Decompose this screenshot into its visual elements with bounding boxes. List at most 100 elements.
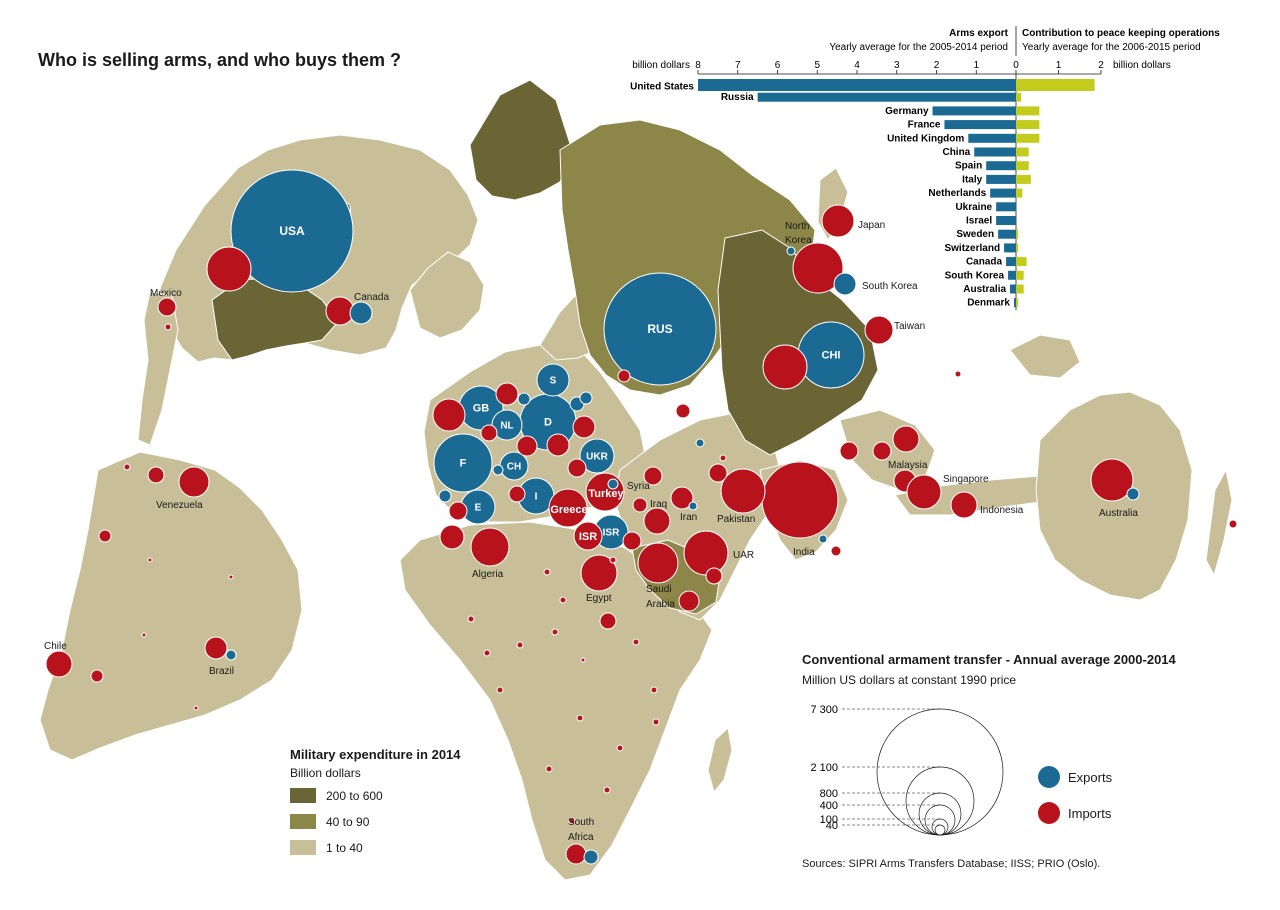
size-legend-circle (876, 708, 1004, 836)
export-bar (986, 161, 1016, 171)
export-bubble (603, 272, 717, 386)
country-bar-label: France (908, 120, 941, 131)
place-label: Brazil (209, 666, 234, 677)
import-bubble (683, 530, 729, 576)
place-label: Taiwan (894, 321, 925, 332)
import-bubble (543, 568, 551, 576)
export-bar (968, 133, 1016, 143)
import-bubble (157, 297, 177, 317)
export-bar (1006, 257, 1016, 267)
import-bubble (650, 686, 658, 694)
place-label: Venezuela (156, 500, 203, 511)
place-label: Korea (785, 235, 812, 246)
import-bubble (643, 507, 671, 535)
import-bubble (178, 466, 210, 498)
land-canada-east (409, 251, 485, 339)
export-bubble (607, 478, 619, 490)
land-new-guinea (1009, 334, 1081, 379)
export-bar (996, 216, 1016, 225)
peacekeeping-bar (1016, 298, 1019, 308)
export-bubble (492, 464, 504, 476)
place-label: South Korea (862, 281, 918, 292)
import-bubble (568, 817, 576, 825)
place-label: Chile (44, 641, 67, 652)
bubble-label: UKR (586, 451, 608, 462)
peacekeeping-bar (1016, 120, 1040, 130)
country-bar-label: Denmark (967, 298, 1010, 309)
land-africa (399, 521, 713, 881)
import-bubble (705, 567, 723, 585)
expenditure-legend-swatch (290, 814, 316, 829)
right-tick-label: 1 (1056, 60, 1062, 71)
import-bubble (762, 344, 808, 390)
place-label: Indonesia (980, 505, 1024, 516)
left-tick-label: 6 (775, 60, 781, 71)
import-bubble (559, 596, 567, 604)
import-bubble (467, 615, 475, 623)
place-label: Algeria (472, 569, 504, 580)
export-bubble (438, 489, 452, 503)
place-label: Egypt (586, 593, 612, 604)
place-label: India (793, 547, 815, 558)
export-bar (1008, 270, 1016, 280)
size-legend-circle (934, 824, 946, 836)
place-label: UAR (733, 550, 754, 561)
expenditure-legend: Military expenditure in 2014 Billion dol… (290, 747, 490, 866)
expenditure-legend-label: 1 to 40 (326, 840, 363, 855)
import-bubble (439, 524, 465, 550)
export-bubble (688, 501, 698, 511)
import-bubble (546, 433, 570, 457)
transfer-legend: Conventional armament transfer - Annual … (802, 652, 1222, 687)
place-label: Saudi (646, 584, 672, 595)
country-bar-label: South Korea (945, 270, 1005, 281)
export-bar (990, 188, 1016, 198)
place-label: Malaysia (888, 460, 928, 471)
size-legend-circle (931, 818, 949, 836)
size-legend-label: 800 (820, 788, 838, 800)
import-bubble (141, 632, 147, 638)
import-bubble (720, 468, 766, 514)
imports-legend-item: Imports (1038, 802, 1111, 824)
import-bubble (147, 557, 153, 563)
land-new-zealand (1205, 468, 1233, 577)
expenditure-legend-items: 200 to 600 40 to 90 1 to 40 (290, 788, 490, 855)
bubble-label: F (460, 458, 467, 470)
place-label: Mexico (150, 288, 182, 299)
peacekeeping-subheader: Yearly average for the 2006-2015 period (1022, 42, 1201, 53)
country-bar-label: Canada (966, 257, 1003, 268)
import-bubble (864, 315, 894, 345)
export-bar (1014, 298, 1016, 308)
export-bubble (433, 433, 493, 493)
export-bubble (818, 534, 828, 544)
left-unit-label: billion dollars (632, 60, 690, 71)
country-bar-label: Israel (966, 216, 992, 227)
import-bubble (545, 765, 553, 773)
right-tick-label: 2 (1098, 60, 1104, 71)
import-bubble (495, 382, 519, 406)
import-bubble (708, 463, 728, 483)
import-bubble (652, 718, 660, 726)
left-tick-label: 0 (1013, 60, 1019, 71)
peacekeeping-bar (1016, 257, 1027, 267)
export-bar (1004, 243, 1016, 253)
country-bar-label: China (942, 147, 970, 158)
place-label: ISR (579, 531, 597, 543)
bubble-label: CH (507, 461, 521, 472)
bubble-label: RUS (647, 322, 672, 336)
exports-legend-swatch (1038, 766, 1060, 788)
country-bar-label: Russia (721, 92, 754, 103)
export-bar (1010, 284, 1016, 294)
expenditure-legend-title: Military expenditure in 2014 (290, 747, 461, 762)
import-bubble (432, 398, 466, 432)
left-tick-label: 2 (934, 60, 940, 71)
import-bubble (678, 590, 700, 612)
export-bar (998, 229, 1016, 239)
size-legend-label: 100 (820, 814, 838, 826)
export-bar (996, 202, 1016, 212)
expenditure-legend-swatch (290, 788, 316, 803)
place-label: Turkey (588, 488, 624, 500)
land-layer (39, 79, 1233, 881)
place-label: Japan (858, 220, 885, 231)
